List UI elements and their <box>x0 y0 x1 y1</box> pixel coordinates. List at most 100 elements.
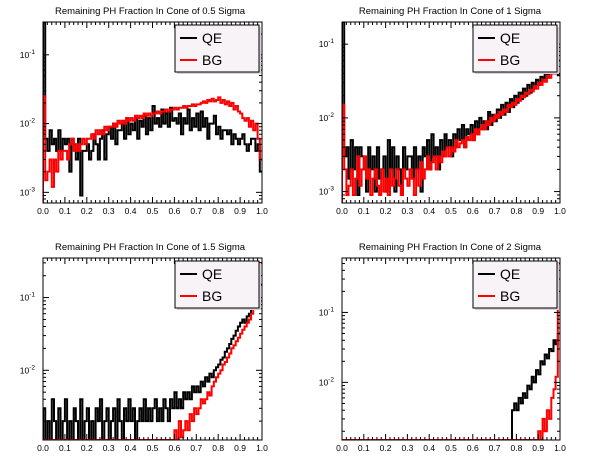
x-tick-label: 0.2 <box>380 443 392 453</box>
y-tick-exponent: -2 <box>29 118 35 125</box>
x-tick-label: 0.9 <box>234 443 246 453</box>
x-tick-label: 0.7 <box>190 443 202 453</box>
legend: QE BG <box>472 260 559 310</box>
y-tick-exponent: -1 <box>328 38 334 45</box>
legend: QE BG <box>472 24 559 74</box>
legend: QE BG <box>174 24 261 74</box>
legend-box <box>472 260 558 309</box>
chart-panel-4: Remaining PH Fraction In Cone of 2 Sigma… <box>319 242 566 453</box>
y-tick-base: 10 <box>319 307 329 317</box>
y-tick-label: 10-1 <box>20 49 36 60</box>
x-tick-label: 0.7 <box>489 443 501 453</box>
x-tick-label: 0.4 <box>125 206 137 216</box>
x-tick-label: 0.5 <box>147 206 159 216</box>
y-tick-exponent: -1 <box>328 306 334 313</box>
x-tick-label: 0.8 <box>510 206 522 216</box>
x-tick-label: 0.8 <box>212 206 224 216</box>
y-tick-exponent: -3 <box>328 186 334 193</box>
y-tick-base: 10 <box>319 187 329 197</box>
x-tick-label: 0.4 <box>423 443 435 453</box>
series-bg-line <box>342 262 560 440</box>
chart-panel-2: Remaining PH Fraction In Cone of 1 Sigma… <box>319 6 566 216</box>
x-tick-label: 0.3 <box>103 206 115 216</box>
x-tick-label: 0.2 <box>81 443 93 453</box>
x-tick-label: 0.9 <box>532 443 544 453</box>
y-tick-label: 10-1 <box>20 292 36 303</box>
series-bg-line <box>43 95 262 203</box>
series-bg-line <box>342 59 560 203</box>
x-tick-label: 0.3 <box>401 206 413 216</box>
series-bg-line <box>43 261 262 440</box>
legend-label-bg: BG <box>500 52 520 68</box>
y-tick-base: 10 <box>20 187 30 197</box>
series-qe-line <box>43 274 262 440</box>
legend-box <box>174 24 260 73</box>
x-tick-label: 0.7 <box>190 206 202 216</box>
y-tick-label: 10-1 <box>319 38 335 49</box>
legend-label-qe: QE <box>202 30 222 46</box>
legend: QE BG <box>174 260 261 310</box>
y-tick-exponent: -1 <box>29 49 35 56</box>
x-tick-label: 0.5 <box>445 443 457 453</box>
y-tick-exponent: -3 <box>29 186 35 193</box>
y-tick-base: 10 <box>20 365 30 375</box>
y-tick-base: 10 <box>319 377 329 387</box>
y-tick-label: 10-3 <box>20 186 36 197</box>
legend-box <box>174 260 260 309</box>
chart-title: Remaining PH Fraction In Cone of 1 Sigma <box>359 6 542 17</box>
x-tick-label: 0.8 <box>212 443 224 453</box>
x-tick-label: 0.5 <box>445 206 457 216</box>
x-tick-label: 0.0 <box>37 443 49 453</box>
y-tick-base: 10 <box>319 39 329 49</box>
x-tick-label: 0.3 <box>103 443 115 453</box>
y-tick-base: 10 <box>20 119 30 129</box>
chart-panel-3: Remaining PH Fraction In Cone of 1.5 Sig… <box>20 242 268 453</box>
x-tick-label: 0.0 <box>336 443 348 453</box>
y-tick-exponent: -2 <box>29 364 35 371</box>
y-tick-label: 10-1 <box>319 306 335 317</box>
y-tick-label: 10-2 <box>319 376 335 387</box>
x-tick-label: 0.1 <box>59 443 71 453</box>
x-tick-label: 0.1 <box>358 443 370 453</box>
chart-title: Remaining PH Fraction In Cone of 0.5 Sig… <box>55 6 246 17</box>
x-tick-label: 0.4 <box>125 443 137 453</box>
y-tick-label: 10-2 <box>20 364 36 375</box>
x-tick-label: 0.7 <box>489 206 501 216</box>
x-tick-label: 0.6 <box>467 206 479 216</box>
y-tick-base: 10 <box>319 113 329 123</box>
x-tick-label: 1.0 <box>256 443 268 453</box>
x-tick-label: 0.2 <box>81 206 93 216</box>
x-tick-label: 1.0 <box>554 206 566 216</box>
series-qe-line <box>342 332 560 440</box>
x-tick-label: 0.2 <box>380 206 392 216</box>
x-tick-label: 0.6 <box>168 206 180 216</box>
y-tick-base: 10 <box>20 50 30 60</box>
y-tick-label: 10-3 <box>319 186 335 197</box>
legend-label-bg: BG <box>500 288 520 304</box>
x-tick-label: 0.1 <box>59 206 71 216</box>
x-tick-label: 0.9 <box>532 206 544 216</box>
x-tick-label: 0.6 <box>168 443 180 453</box>
x-tick-label: 0.6 <box>467 443 479 453</box>
y-tick-label: 10-2 <box>319 112 335 123</box>
x-tick-label: 0.0 <box>37 206 49 216</box>
x-tick-label: 0.1 <box>358 206 370 216</box>
legend-label-bg: BG <box>202 52 222 68</box>
x-tick-label: 0.5 <box>147 443 159 453</box>
y-tick-exponent: -1 <box>29 292 35 299</box>
x-tick-label: 0.9 <box>234 206 246 216</box>
x-tick-label: 0.0 <box>336 206 348 216</box>
chart-title: Remaining PH Fraction In Cone of 2 Sigma <box>359 242 542 253</box>
legend-label-qe: QE <box>202 266 222 282</box>
x-tick-label: 0.3 <box>401 443 413 453</box>
x-tick-label: 1.0 <box>554 443 566 453</box>
x-tick-label: 0.8 <box>510 443 522 453</box>
legend-box <box>472 24 558 73</box>
y-tick-exponent: -2 <box>328 112 334 119</box>
x-tick-label: 0.4 <box>423 206 435 216</box>
y-tick-base: 10 <box>20 293 30 303</box>
chart-panel-1: Remaining PH Fraction In Cone of 0.5 Sig… <box>20 6 268 216</box>
y-tick-label: 10-2 <box>20 118 36 129</box>
x-tick-label: 1.0 <box>256 206 268 216</box>
